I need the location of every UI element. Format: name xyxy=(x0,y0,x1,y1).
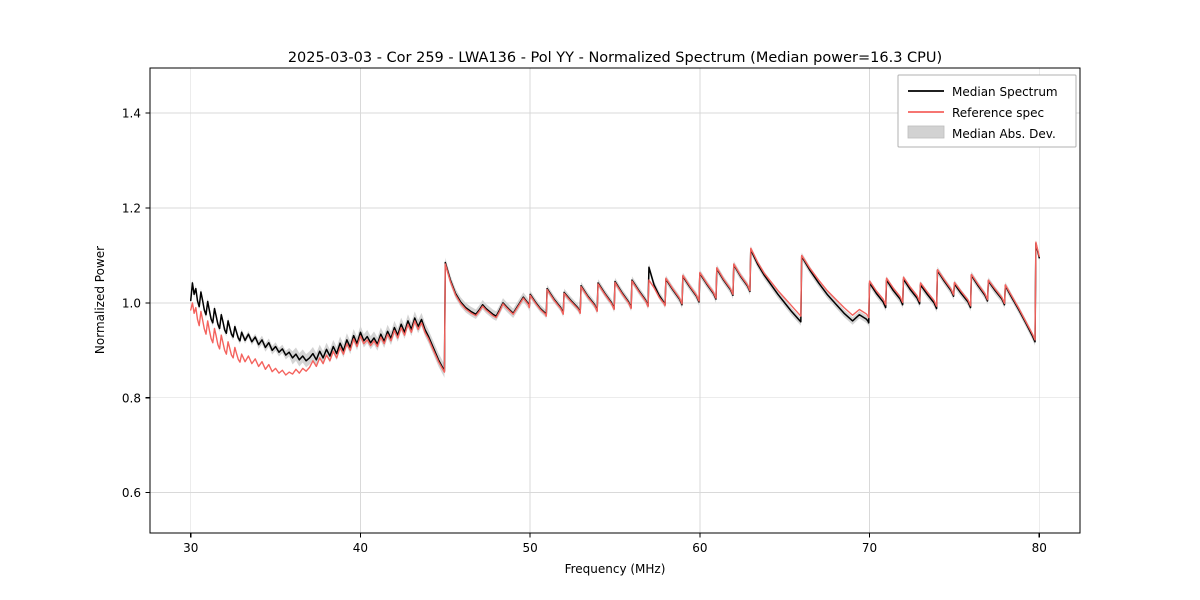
x-tick-label: 30 xyxy=(183,541,198,555)
legend-swatch-median-abs-dev xyxy=(907,125,945,139)
y-tick-label: 1.0 xyxy=(122,296,141,310)
plot-title: 2025-03-03 - Cor 259 - LWA136 - Pol YY -… xyxy=(288,50,942,66)
legend-label-median-abs-dev: Median Abs. Dev. xyxy=(952,127,1056,141)
legend-label-reference-spec: Reference spec xyxy=(952,106,1044,120)
y-axis-label: Normalized Power xyxy=(93,246,107,354)
y-tick-label: 0.6 xyxy=(122,486,141,500)
y-tick-label: 1.2 xyxy=(122,201,141,215)
x-tick-label: 80 xyxy=(1032,541,1047,555)
y-tick-label: 1.4 xyxy=(122,107,141,121)
x-axis-label: Frequency (MHz) xyxy=(565,562,666,576)
x-tick-label: 70 xyxy=(862,541,877,555)
x-tick-label: 50 xyxy=(523,541,538,555)
x-tick-label: 40 xyxy=(353,541,368,555)
axis-ticks: 30 40 50 60 70 80 0.6 0.8 1.0 1.2 1.4 xyxy=(122,107,1047,555)
legend[interactable]: Median Spectrum Reference spec Median Ab… xyxy=(897,74,1077,148)
x-tick-label: 60 xyxy=(692,541,707,555)
data-layer xyxy=(189,239,1041,378)
reference-spec-line xyxy=(190,241,1040,376)
axes-spines xyxy=(149,67,1081,534)
legend-label-median-spectrum: Median Spectrum xyxy=(952,85,1058,99)
y-tick-label: 0.8 xyxy=(122,391,141,405)
